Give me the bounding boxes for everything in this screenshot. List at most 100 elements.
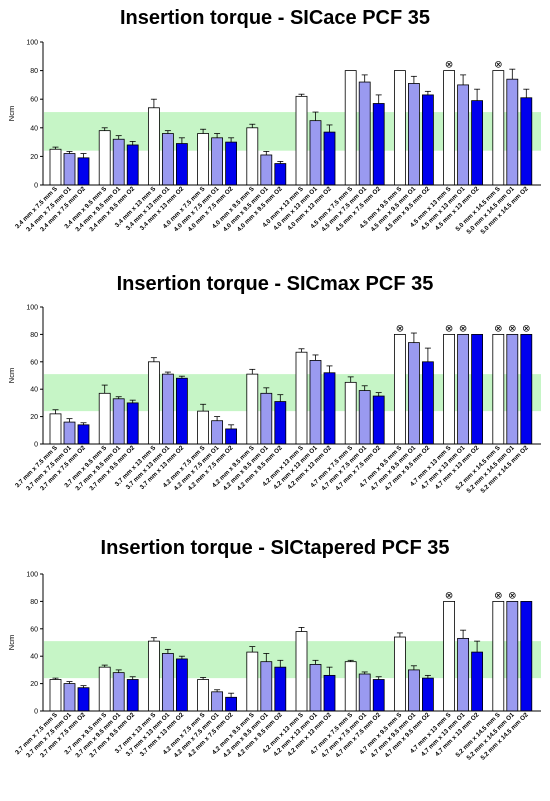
bar — [175, 143, 188, 186]
bar — [175, 377, 188, 445]
ceiling-marker: ⊗ — [522, 323, 530, 334]
bar — [372, 679, 385, 712]
chart-title: Insertion torque - SICmax PCF 35 — [117, 273, 434, 295]
ceiling-marker: ⊗ — [494, 590, 502, 601]
bar — [309, 360, 322, 445]
bar — [211, 691, 224, 712]
bar — [506, 601, 519, 712]
bar — [457, 637, 470, 712]
bar — [225, 428, 238, 445]
bar — [161, 373, 174, 445]
bar — [492, 601, 505, 712]
bar — [49, 148, 62, 186]
bar — [295, 351, 308, 445]
chart-panel-3: Insertion torque - SICtapered PCF 35 0 20 4… — [7, 537, 541, 762]
ceiling-marker: ⊗ — [494, 60, 502, 71]
bar — [63, 153, 76, 186]
bar — [492, 333, 505, 445]
bar — [358, 390, 371, 445]
bar — [63, 683, 76, 712]
bar — [393, 70, 406, 186]
bar — [77, 687, 90, 712]
bar — [407, 342, 420, 445]
bar — [147, 640, 160, 712]
y-tick-label: 80 — [30, 68, 38, 75]
bar — [506, 78, 519, 186]
bar — [344, 70, 357, 186]
ceiling-marker: ⊗ — [445, 590, 453, 601]
bar — [211, 137, 224, 186]
bar — [393, 333, 406, 445]
bar — [421, 94, 434, 186]
bar — [274, 163, 287, 186]
bar — [161, 653, 174, 712]
y-tick-label: 0 — [34, 709, 38, 716]
bar — [358, 673, 371, 712]
bar — [457, 333, 470, 445]
bar — [492, 70, 505, 186]
bar — [197, 133, 210, 186]
bar — [246, 127, 259, 186]
y-tick-label: 0 — [34, 183, 38, 190]
bar — [175, 658, 188, 712]
bar — [323, 372, 336, 445]
bar — [63, 421, 76, 445]
y-tick-label: 100 — [26, 40, 38, 47]
y-tick-label: 20 — [30, 414, 38, 421]
y-tick-label: 20 — [30, 154, 38, 161]
ceiling-marker: ⊗ — [459, 323, 467, 334]
y-tick-label: 100 — [26, 305, 38, 312]
bar — [309, 120, 322, 186]
bar — [147, 107, 160, 186]
chart-panel-2: Insertion torque - SICmax PCF 35 0 20 40 60 8… — [7, 273, 541, 495]
bar — [260, 661, 273, 712]
y-tick-label: 20 — [30, 681, 38, 688]
bar — [421, 677, 434, 712]
y-axis-label: Ncm — [7, 106, 16, 121]
bar — [260, 154, 273, 186]
bar — [372, 395, 385, 445]
bar — [309, 664, 322, 712]
bar — [98, 666, 111, 712]
bar — [323, 674, 336, 712]
bar — [197, 410, 210, 445]
y-tick-label: 80 — [30, 332, 38, 339]
chart-title: Insertion torque - SICace PCF 35 — [120, 7, 430, 29]
y-tick-label: 60 — [30, 359, 38, 366]
bar — [112, 672, 125, 712]
ceiling-marker: ⊗ — [396, 323, 404, 334]
bar — [49, 679, 62, 712]
bar — [260, 392, 273, 445]
bar — [457, 84, 470, 186]
bar — [358, 81, 371, 186]
chart-panel-1: Insertion torque - SICace PCF 35 0 20 40 60 8… — [7, 7, 541, 236]
bar — [49, 413, 62, 445]
bar — [295, 95, 308, 186]
bar — [274, 666, 287, 712]
bar — [246, 373, 259, 445]
bar — [393, 636, 406, 712]
bar — [161, 133, 174, 186]
ceiling-marker: ⊗ — [508, 323, 516, 334]
bar — [211, 420, 224, 445]
bar — [112, 138, 125, 186]
bar — [225, 696, 238, 712]
bar — [471, 333, 484, 445]
y-tick-label: 60 — [30, 626, 38, 633]
bar — [407, 83, 420, 186]
bar — [77, 424, 90, 445]
y-tick-label: 60 — [30, 97, 38, 104]
ceiling-marker: ⊗ — [494, 323, 502, 334]
bar — [443, 601, 456, 712]
bar — [98, 392, 111, 445]
chart-title: Insertion torque - SICtapered PCF 35 — [101, 537, 450, 559]
y-axis-label: Ncm — [7, 635, 16, 650]
bar — [421, 361, 434, 445]
y-tick-label: 40 — [30, 125, 38, 132]
ceiling-marker: ⊗ — [445, 60, 453, 71]
bar — [98, 130, 111, 186]
bar — [112, 398, 125, 445]
bar — [443, 70, 456, 186]
y-tick-label: 100 — [26, 572, 38, 579]
